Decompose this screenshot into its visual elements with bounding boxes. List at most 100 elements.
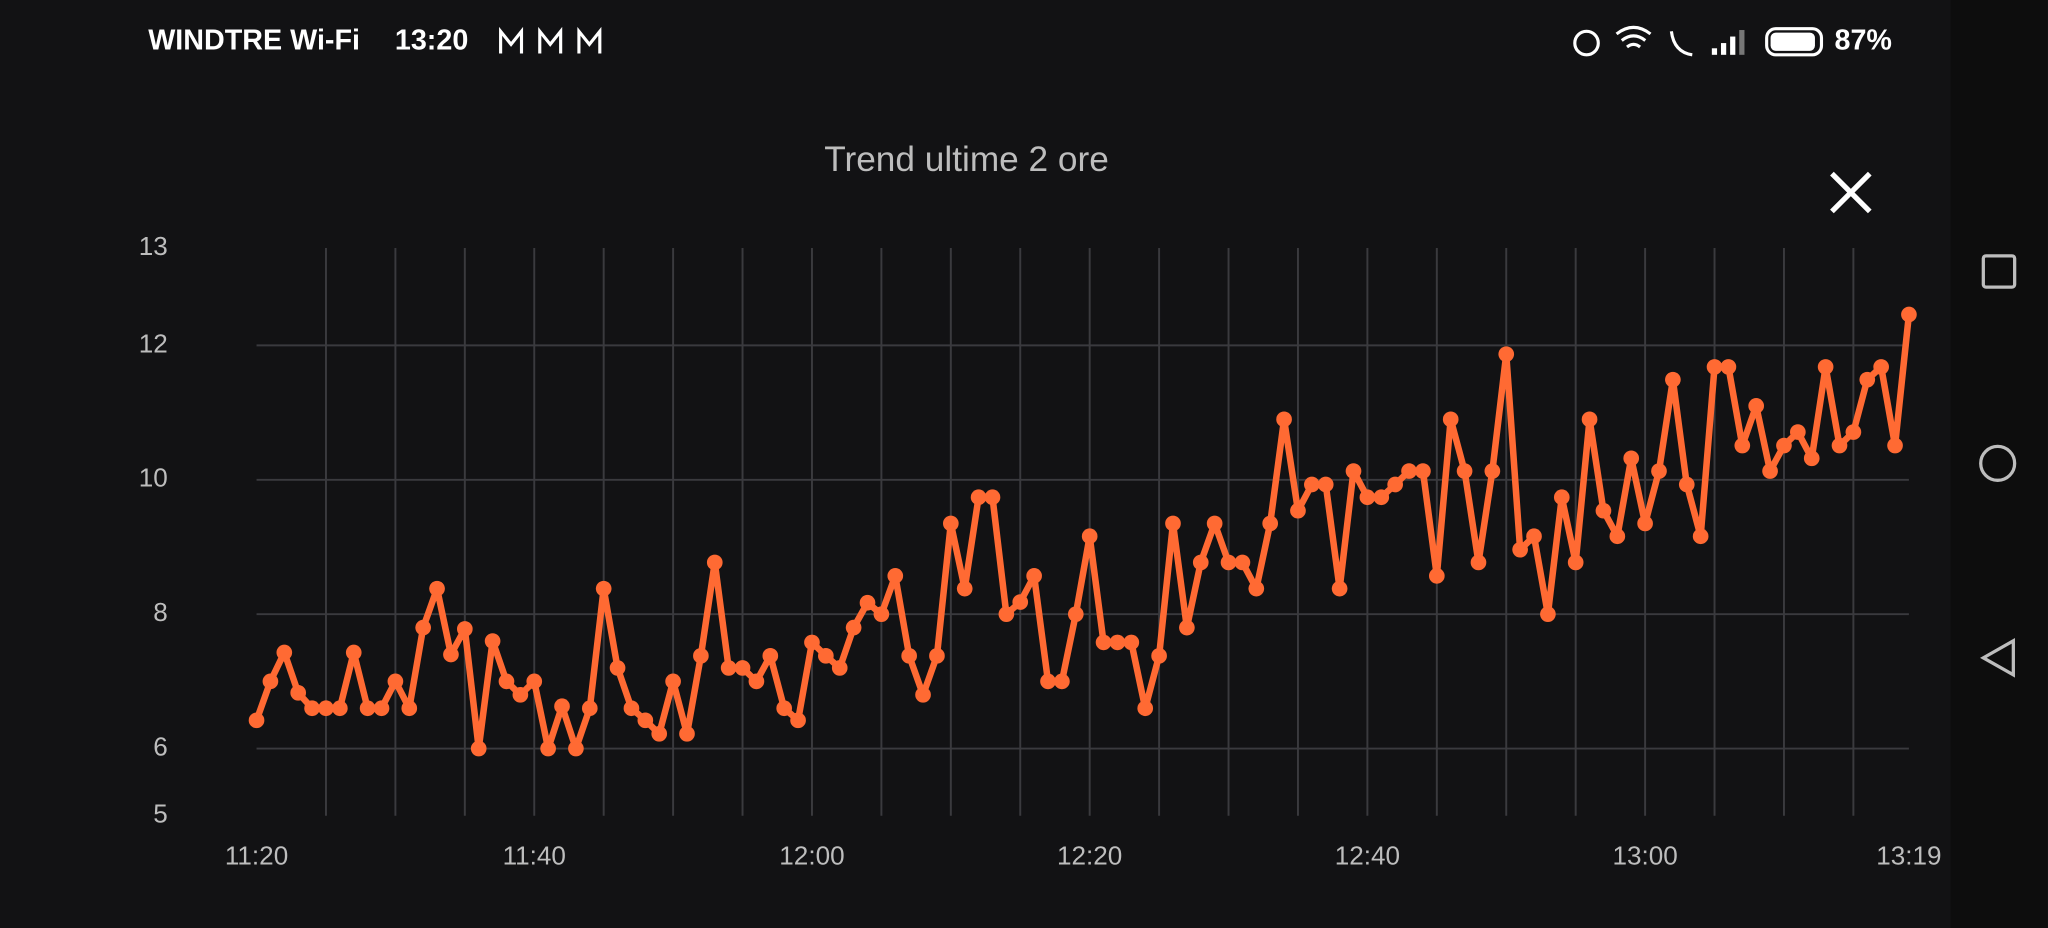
data-point bbox=[1526, 528, 1542, 545]
data-point bbox=[1123, 634, 1140, 651]
data-point bbox=[1109, 634, 1126, 651]
data-point bbox=[915, 686, 931, 703]
chart-title: Trend ultime 2 ore bbox=[824, 140, 1109, 179]
data-point bbox=[1609, 528, 1626, 545]
data-point bbox=[1720, 359, 1737, 375]
data-point bbox=[470, 740, 487, 757]
data-point bbox=[1734, 437, 1751, 454]
data-point bbox=[1248, 580, 1265, 597]
data-point bbox=[1748, 398, 1765, 414]
home-button[interactable] bbox=[1979, 444, 2017, 482]
mail-icons bbox=[499, 26, 602, 54]
data-point bbox=[818, 648, 834, 664]
data-point bbox=[1470, 554, 1487, 571]
battery-fill bbox=[1770, 32, 1815, 51]
data-point bbox=[332, 700, 348, 717]
data-point bbox=[498, 673, 515, 690]
data-point bbox=[304, 700, 320, 717]
data-point bbox=[456, 621, 473, 637]
data-point bbox=[1873, 359, 1889, 375]
data-point bbox=[1137, 700, 1154, 717]
data-point bbox=[345, 644, 362, 661]
data-point bbox=[1234, 554, 1251, 571]
data-point bbox=[651, 725, 668, 742]
data-point bbox=[1095, 634, 1112, 651]
x-tick-label: 13:19 bbox=[1876, 840, 1941, 870]
data-point bbox=[1276, 411, 1292, 428]
y-tick-label: 5 bbox=[153, 799, 168, 829]
data-point bbox=[1262, 515, 1279, 532]
data-point bbox=[609, 660, 626, 676]
data-point bbox=[1567, 554, 1584, 571]
back-button[interactable] bbox=[1980, 638, 2015, 678]
x-tick-label: 11:20 bbox=[225, 840, 288, 870]
data-point bbox=[1456, 463, 1473, 479]
data-point bbox=[1859, 371, 1876, 388]
data-point bbox=[1081, 528, 1098, 545]
y-tick-label: 6 bbox=[153, 731, 168, 761]
data-point bbox=[984, 489, 1001, 506]
data-point bbox=[804, 634, 820, 651]
data-point bbox=[1304, 476, 1320, 493]
data-point bbox=[665, 673, 681, 690]
data-point bbox=[1220, 554, 1237, 571]
data-point bbox=[1692, 528, 1709, 545]
y-tick-label: 13 bbox=[139, 231, 168, 261]
data-point bbox=[776, 700, 793, 717]
status-icons bbox=[499, 25, 1824, 57]
data-point bbox=[1387, 476, 1403, 493]
data-point bbox=[970, 489, 987, 506]
data-point bbox=[1581, 411, 1598, 428]
data-point bbox=[1428, 568, 1445, 584]
data-point bbox=[1887, 437, 1903, 454]
data-point bbox=[1040, 673, 1056, 690]
data-point bbox=[1290, 502, 1306, 519]
x-tick-label: 11:40 bbox=[503, 840, 566, 870]
data-point bbox=[1179, 619, 1195, 636]
data-point bbox=[1317, 476, 1334, 493]
data-point bbox=[929, 648, 945, 664]
alarm-icon bbox=[1573, 29, 1600, 57]
data-point bbox=[734, 660, 751, 676]
data-point bbox=[1831, 437, 1848, 454]
data-point bbox=[1054, 673, 1070, 690]
status-bar: WINDTRE Wi-Fi 13:20 87% bbox=[148, 24, 1892, 56]
recent-apps-button[interactable] bbox=[1981, 254, 2017, 289]
data-point bbox=[1512, 541, 1528, 558]
x-tick-label: 12:20 bbox=[1057, 840, 1122, 870]
data-point bbox=[679, 725, 695, 742]
data-point bbox=[429, 580, 445, 597]
data-point bbox=[831, 660, 848, 676]
close-button[interactable] bbox=[1830, 171, 1872, 214]
data-point bbox=[845, 619, 862, 636]
data-point bbox=[387, 673, 404, 690]
data-point bbox=[415, 619, 431, 636]
data-point bbox=[1067, 606, 1084, 623]
clock: 13:20 bbox=[395, 24, 468, 56]
data-point bbox=[401, 700, 418, 717]
data-point bbox=[956, 580, 973, 597]
y-tick-label: 12 bbox=[139, 328, 168, 358]
data-point bbox=[942, 515, 959, 532]
data-point bbox=[595, 580, 612, 597]
data-point bbox=[1678, 476, 1695, 493]
data-point bbox=[290, 684, 307, 701]
data-point bbox=[540, 740, 556, 757]
data-point bbox=[762, 648, 779, 664]
data-point bbox=[373, 700, 390, 717]
data-point bbox=[1165, 515, 1181, 532]
data-point bbox=[443, 646, 459, 663]
data-point bbox=[1665, 371, 1681, 388]
data-point bbox=[1331, 580, 1348, 597]
data-point bbox=[873, 606, 890, 623]
data-point bbox=[998, 606, 1015, 623]
data-point bbox=[693, 648, 709, 664]
data-point bbox=[1845, 424, 1862, 440]
data-point bbox=[318, 700, 334, 717]
data-point bbox=[1345, 463, 1362, 479]
x-tick-label: 12:40 bbox=[1335, 840, 1400, 870]
data-point bbox=[1373, 489, 1390, 506]
data-point bbox=[248, 712, 265, 729]
carrier: WINDTRE Wi-Fi bbox=[148, 24, 360, 56]
data-point bbox=[1401, 463, 1417, 479]
